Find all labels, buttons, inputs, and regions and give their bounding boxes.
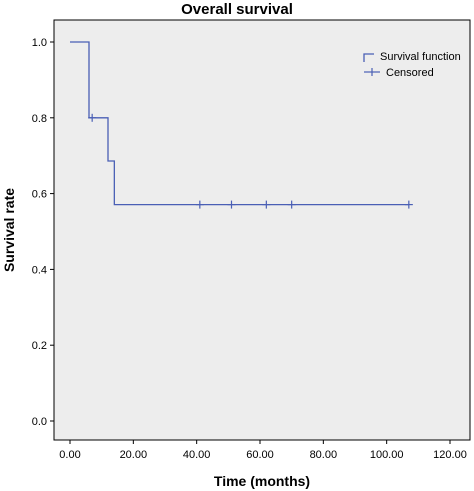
censored-marker	[404, 200, 413, 209]
censored-marker	[262, 200, 271, 209]
plot-area	[53, 19, 471, 441]
legend: Survival function Censored	[363, 51, 461, 79]
x-tick-label: 0.00	[59, 449, 80, 461]
legend-survival-label: Survival function	[380, 51, 461, 63]
x-tick-label: 40.00	[183, 449, 211, 461]
legend-censored-swatch	[364, 68, 380, 76]
chart-title: Overall survival	[181, 1, 293, 18]
y-tick-label: 0.0	[32, 416, 47, 428]
censored-marker	[227, 200, 236, 209]
y-tick-label: 0.2	[32, 340, 47, 352]
y-axis-title: Survival rate	[1, 188, 17, 272]
x-tick-label: 80.00	[310, 449, 338, 461]
y-tick-label: 1.0	[32, 37, 47, 49]
x-tick-label: 60.00	[246, 449, 274, 461]
y-tick-label: 0.6	[32, 189, 47, 201]
censored-marker	[88, 113, 97, 122]
x-tick-label: 20.00	[120, 449, 148, 461]
censored-marker	[195, 200, 204, 209]
x-tick-label: 120.00	[433, 449, 467, 461]
y-axis: 0.0 0.2 0.4 0.6 0.8 1.0	[32, 20, 55, 440]
censored-series	[88, 113, 413, 209]
legend-censored-label: Censored	[386, 67, 434, 79]
survival-series	[70, 41, 409, 206]
x-axis: 0.00 20.00 40.00 60.00 80.00 100.00 120.00	[54, 439, 470, 461]
legend-survival-swatch	[363, 53, 374, 62]
x-tick-label: 100.00	[370, 449, 404, 461]
censored-marker	[287, 200, 296, 209]
y-tick-label: 0.4	[32, 264, 47, 276]
y-tick-label: 0.8	[32, 113, 47, 125]
x-axis-title: Time (months)	[214, 473, 310, 489]
survival-step-line	[70, 41, 409, 206]
